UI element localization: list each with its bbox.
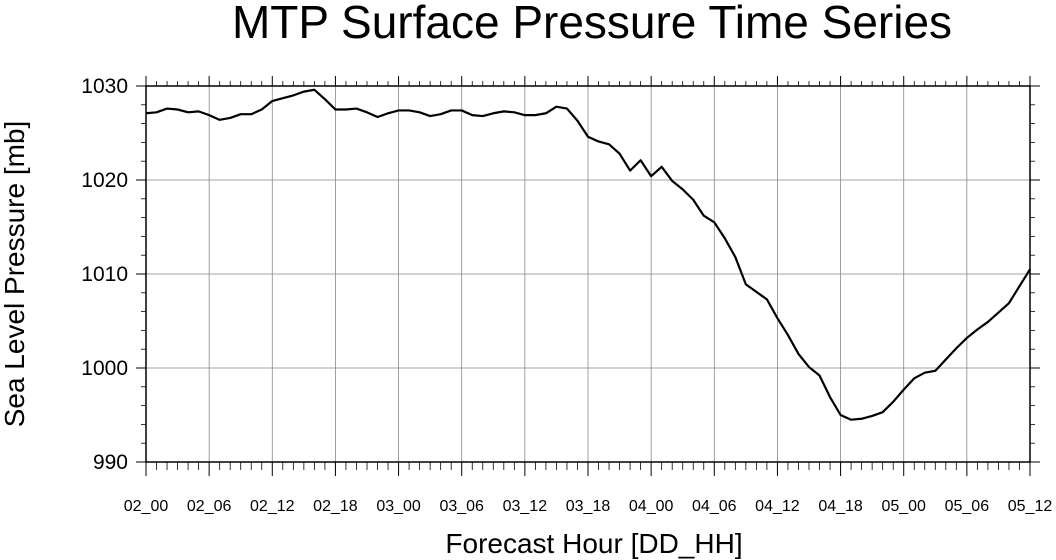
y-tick-label: 990 <box>93 451 128 474</box>
x-tick-label: 03_00 <box>376 498 421 515</box>
axis-ticks <box>136 76 1040 476</box>
y-axis-label: Sea Level Pressure [mb] <box>0 121 30 428</box>
gridlines <box>146 86 1030 462</box>
x-tick-label: 04_12 <box>755 498 800 515</box>
x-tick-label: 02_18 <box>313 498 358 515</box>
x-tick-label: 04_18 <box>818 498 863 515</box>
x-tick-labels: 02_00 02_06 02_12 02_18 03_00 03_06 03_12 03_18… <box>124 498 1053 515</box>
x-axis-label: Forecast Hour [DD_HH] <box>445 528 742 559</box>
x-tick-label: 03_06 <box>439 498 484 515</box>
x-tick-label: 02_00 <box>124 498 169 515</box>
x-tick-label: 02_12 <box>250 498 295 515</box>
x-tick-label: 04_00 <box>629 498 674 515</box>
x-tick-label: 05_00 <box>881 498 926 515</box>
x-tick-label: 03_18 <box>566 498 611 515</box>
series-group <box>145 88 1031 421</box>
y-tick-label: 1010 <box>81 263 128 286</box>
y-tick-labels: 990 1000 1010 1020 1030 <box>81 75 128 474</box>
x-tick-label: 03_12 <box>503 498 548 515</box>
y-tick-label: 1020 <box>81 169 128 192</box>
y-tick-label: 1000 <box>81 357 128 380</box>
y-tick-label: 1030 <box>81 75 128 98</box>
x-tick-label: 04_06 <box>692 498 737 515</box>
chart-title: MTP Surface Pressure Time Series <box>232 0 952 48</box>
x-tick-label: 05_12 <box>1008 498 1053 515</box>
x-tick-label: 05_06 <box>945 498 990 515</box>
series-line-0 <box>145 88 1031 421</box>
x-tick-label: 02_06 <box>187 498 232 515</box>
